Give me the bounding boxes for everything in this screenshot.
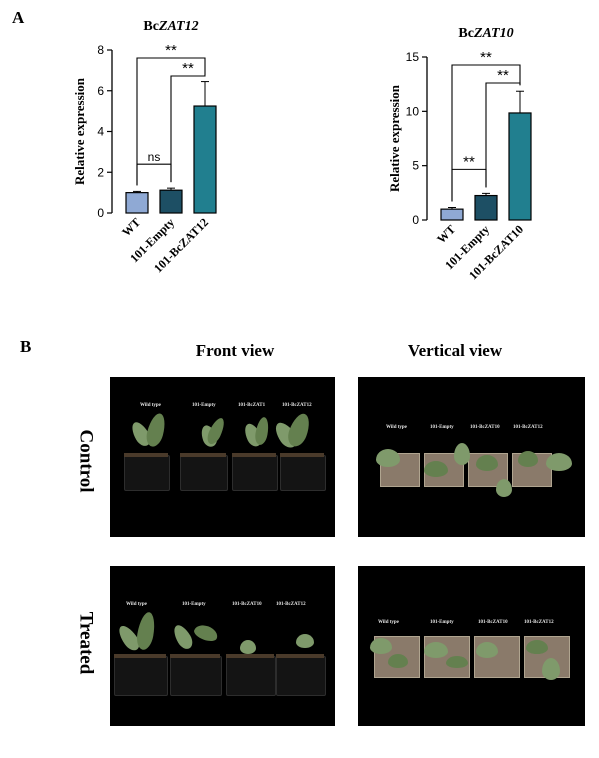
chart-title-gene: ZAT10 [473,26,514,41]
chart-title-prefix: Bc [143,19,159,34]
chart-title: BcZAT12 [143,19,198,34]
chart-title-gene: ZAT12 [158,19,199,34]
y-tick-label: 6 [97,84,104,98]
photo-label: 101-BcZAT12 [513,425,543,430]
significance-bracket [136,163,172,186]
photo-label: Wild type [126,602,147,607]
significance-bracket [485,82,521,188]
photo-label: 101-Empty [182,602,206,607]
panel-a-label: A [12,8,25,27]
photo-vertical-control: Wild type 101-Empty 101-BcZAT10 101-BcZA… [358,377,585,537]
photo-front-treated: Wild type 101-Empty 101-BcZAT10 101-BcZA… [110,566,335,726]
y-tick-label: 4 [97,125,104,139]
y-tick-label: 5 [412,159,419,173]
significance-label: ns [148,150,161,164]
photo-label: 101-BcZAT12 [524,620,554,625]
significance-bracket [451,168,487,202]
photo-label: 101-BcZAT1 [238,403,266,408]
y-tick-label: 2 [97,165,104,179]
panel-b-label: B [20,337,32,356]
y-tick-label: 8 [97,43,104,57]
photo-label: 101-Empty [192,403,216,408]
significance-bracket [170,75,206,183]
y-tick-label: 0 [97,206,104,220]
significance-label: ** [463,153,475,170]
photo-label: 101-BcZAT10 [232,602,262,607]
bar [508,112,532,221]
vertical-view-title: Vertical view [407,341,503,360]
x-tick-label: WT [119,215,143,239]
chart-title-prefix: Bc [458,26,474,41]
photo-front-control: Wild type 101-Empty 101-BcZAT1 101-BcZAT… [110,377,335,537]
photo-label: 101-BcZAT12 [282,403,312,408]
photo-label: 101-Empty [430,425,454,430]
significance-bracket [136,57,206,186]
significance-label: ** [182,60,194,77]
bar [474,194,498,221]
y-axis-label: Relative expression [72,77,87,185]
significance-label: ** [480,49,492,66]
y-tick-label: 15 [406,50,420,64]
photo-label: Wild type [386,425,407,430]
row-label-control: Control [75,429,97,493]
bar [440,208,464,221]
y-tick-label: 10 [406,104,420,118]
significance-label: ** [497,67,509,84]
significance-bracket [451,64,521,202]
front-view-title: Front view [195,341,275,360]
significance-label: ** [165,42,177,59]
y-tick-label: 0 [412,213,419,227]
y-axis-label: Relative expression [387,84,402,192]
photo-label: 101-BcZAT12 [276,602,306,607]
x-tick-label: WT [434,222,458,246]
photo-vertical-treated: Wild type 101-Empty 101-BcZAT10 101-BcZA… [358,566,585,726]
row-label-treated: Treated [75,611,97,675]
bar [125,192,149,214]
photo-label: Wild type [378,620,399,625]
chart-title: BcZAT10 [458,26,513,41]
photo-label: 101-Empty [430,620,454,625]
photo-label: 101-BcZAT10 [470,425,500,430]
bar [159,189,183,214]
photo-label: 101-BcZAT10 [478,620,508,625]
bar [193,105,217,214]
photo-label: Wild type [140,403,161,408]
